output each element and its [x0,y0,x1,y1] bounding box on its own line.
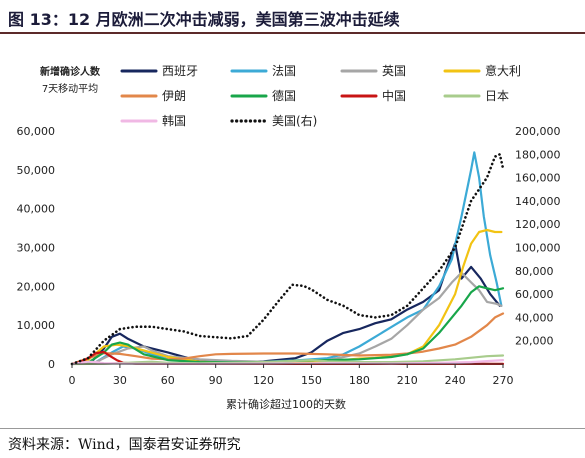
legend-label: 德国 [272,88,296,103]
y-tick-label: 10,000 [17,319,56,332]
legend-label: 意大利 [485,63,521,78]
y-axis-label: 新增确诊人数 [40,65,101,78]
x-tick-label: 240 [445,374,466,387]
x-tick-label: 180 [349,374,370,387]
legend-label: 韩国 [162,113,186,128]
y2-tick-label: 100,000 [515,242,561,255]
series-line [70,151,503,366]
line-chart: 新增确诊人数 7天移动平均 累计确诊超过100的天数 0 30 60 90 120 150… [17,63,561,411]
y2-tick-label: 20,000 [515,335,554,348]
y-tick-label: 30,000 [17,242,56,255]
y2-tick-label: 200,000 [515,125,561,138]
series-line [70,285,505,366]
legend-label: 法国 [272,64,296,78]
y2-tick-label: 80,000 [515,265,554,278]
axes: 0 30 60 90 120 150 180 210 240 270 0 10,000 20,000 30… [17,125,561,387]
x-tick-label: 120 [253,374,274,387]
figure-title: 图 13：12 月欧洲二次冲击减弱，美国第三波冲击延续 [8,10,400,29]
y2-tick-label: 60,000 [515,288,554,301]
y2-tick-label: 40,000 [515,311,554,324]
y-tick-label: 0 [48,358,55,371]
source-divider [0,428,585,429]
legend-label: 伊朗 [162,89,186,103]
y-tick-label: 20,000 [17,280,56,293]
series-line [70,354,505,366]
legend-label: 中国 [382,88,406,103]
y2-tick-label: 140,000 [515,195,561,208]
y2-tick-label: 160,000 [515,172,561,185]
y-tick-label: 60,000 [17,125,56,138]
legend-label: 日本 [485,89,509,103]
x-tick-label: 90 [209,374,223,387]
series-line [70,312,505,366]
legend-label: 美国(右) [272,113,317,128]
x-tick-label: 30 [113,374,127,387]
title-divider [0,32,585,34]
y-tick-label: 40,000 [17,203,56,216]
y2-tick-label: 180,000 [515,148,561,161]
x-tick-label: 270 [493,374,514,387]
x-tick-label: 210 [397,374,418,387]
legend-label: 西班牙 [162,64,198,78]
y-axis-label-secondary: 7天移动平均 [42,82,98,95]
legend-label: 英国 [382,64,406,78]
plot-area [70,151,505,366]
source-note: 资料来源：Wind，国泰君安证券研究 [8,437,241,453]
series-line [70,242,501,366]
x-axis-label: 累计确诊超过100的天数 [226,397,346,411]
x-tick-label: 0 [69,374,76,387]
y2-tick-label: 120,000 [515,218,561,231]
series-line [70,153,505,366]
x-tick-label: 60 [161,374,175,387]
y-tick-label: 50,000 [17,164,56,177]
x-tick-label: 150 [301,374,322,387]
